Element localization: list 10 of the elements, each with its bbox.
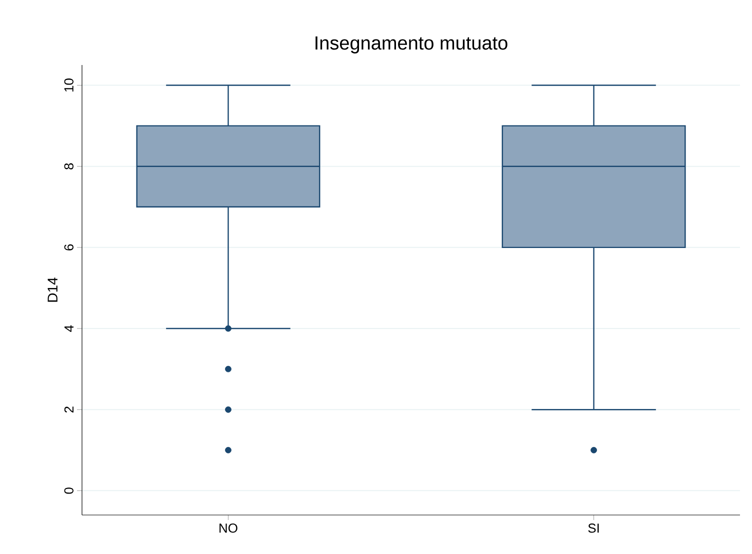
x-tick-label: NO [220, 524, 238, 533]
x-tick-label: SI [588, 524, 599, 533]
y-axis-title: D14 [48, 278, 58, 302]
y-tick-label: 0 [64, 488, 74, 494]
y-tick-label: 4 [64, 325, 74, 332]
chart-title: Insegnamento mutuato [316, 36, 508, 54]
y-tick-label: 10 [64, 78, 74, 92]
y-tick-label: 6 [64, 244, 74, 250]
y-tick-label: 8 [64, 163, 74, 170]
y-tick-label: 2 [64, 406, 74, 413]
